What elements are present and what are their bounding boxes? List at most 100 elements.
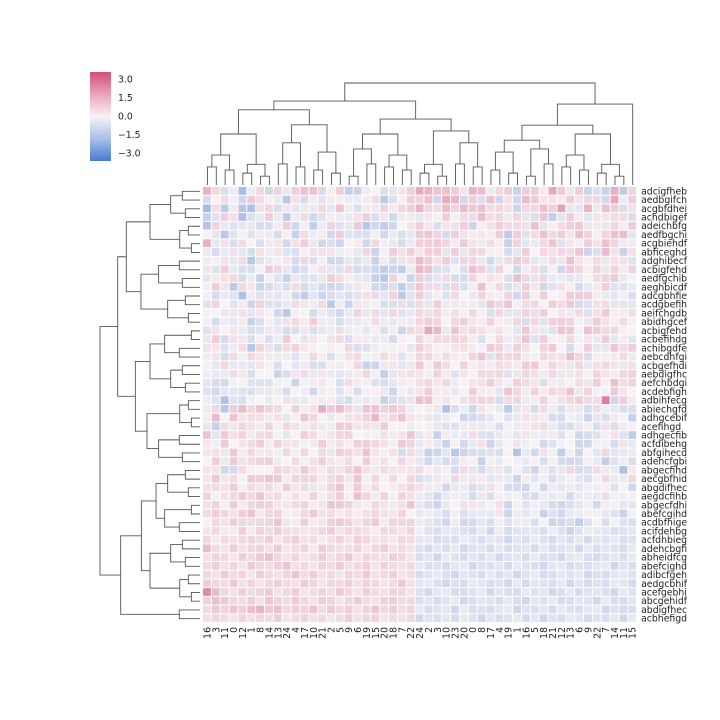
heatmap-cell — [335, 588, 344, 596]
heatmap-cell — [583, 343, 592, 352]
heatmap-cell — [397, 579, 406, 588]
heatmap-cell — [486, 326, 495, 335]
heatmap-cell — [486, 309, 495, 317]
heatmap-cell — [229, 213, 238, 221]
heatmap-cell — [291, 405, 300, 413]
heatmap-cell — [335, 326, 344, 335]
heatmap-cell — [238, 221, 247, 230]
heatmap-cell — [521, 248, 530, 256]
heatmap-cell — [459, 352, 468, 361]
heatmap-cell — [486, 509, 495, 518]
heatmap-cell — [513, 221, 521, 230]
heatmap-cell — [273, 544, 282, 553]
heatmap-cell — [318, 195, 327, 204]
heatmap-cell — [521, 605, 530, 614]
heatmap-cell — [468, 291, 477, 300]
heatmap-cell — [265, 544, 273, 553]
heatmap-cell — [335, 309, 344, 317]
column-dendrogram-link — [530, 148, 549, 177]
heatmap-cell — [203, 614, 211, 622]
heatmap-cell — [353, 300, 362, 309]
heatmap-cell — [504, 265, 513, 274]
heatmap-cell — [353, 309, 362, 317]
heatmap-cell — [451, 457, 459, 466]
heatmap-cell — [459, 396, 468, 404]
heatmap-cell — [477, 596, 486, 605]
heatmap-cell — [477, 605, 486, 614]
heatmap-cell — [265, 413, 273, 422]
heatmap-cell — [327, 326, 335, 335]
row-dendrogram-link — [187, 574, 200, 585]
heatmap-cell — [566, 361, 575, 370]
heatmap-cell — [451, 405, 459, 413]
heatmap-cell — [610, 291, 619, 300]
heatmap-cell — [327, 335, 335, 343]
heatmap-cell — [371, 483, 380, 492]
heatmap-cell — [415, 326, 424, 335]
heatmap-cell — [220, 213, 229, 221]
heatmap-cell — [256, 405, 265, 413]
heatmap-cell — [247, 370, 256, 378]
heatmap-cell — [344, 378, 353, 387]
heatmap-cell — [539, 439, 548, 448]
heatmap-cell — [415, 588, 424, 596]
heatmap-cell — [371, 579, 380, 588]
heatmap-cell — [566, 396, 575, 404]
heatmap-cell — [300, 387, 309, 396]
heatmap-cell — [477, 256, 486, 265]
heatmap-cell — [273, 265, 282, 274]
heatmap-cell — [592, 204, 601, 213]
heatmap-cell — [380, 265, 389, 274]
heatmap-cell — [203, 187, 211, 195]
heatmap-cell — [397, 343, 406, 352]
heatmap-cell — [282, 492, 291, 500]
heatmap-cell — [335, 405, 344, 413]
heatmap-cell — [628, 343, 637, 352]
heatmap-cell — [318, 579, 327, 588]
heatmap-cell — [238, 448, 247, 457]
heatmap-cell — [504, 596, 513, 605]
heatmap-cell — [530, 413, 539, 422]
heatmap-cell — [327, 274, 335, 282]
heatmap-cell — [247, 309, 256, 317]
heatmap-cell — [362, 457, 371, 466]
heatmap-cell — [220, 570, 229, 579]
heatmap-cell — [557, 457, 566, 466]
heatmap-cell — [459, 387, 468, 396]
heatmap-cell — [442, 291, 451, 300]
heatmap-cell — [477, 474, 486, 483]
heatmap-cell — [495, 309, 504, 317]
heatmap-cell — [539, 535, 548, 544]
heatmap-cell — [273, 361, 282, 370]
heatmap-cell — [495, 466, 504, 474]
heatmap-cell — [566, 544, 575, 553]
heatmap-cell — [318, 282, 327, 291]
heatmap-cell — [592, 588, 601, 596]
heatmap-cell — [628, 518, 637, 527]
heatmap-cell — [406, 317, 415, 326]
heatmap-cell — [273, 439, 282, 448]
heatmap-cell — [380, 579, 389, 588]
heatmap-cell — [424, 317, 433, 326]
column-tick-label: 15 — [371, 627, 382, 639]
heatmap-cell — [335, 518, 344, 527]
heatmap-cell — [566, 370, 575, 378]
heatmap-cell — [389, 343, 397, 352]
heatmap-cell — [442, 274, 451, 282]
heatmap-cell — [380, 466, 389, 474]
heatmap-cell — [273, 535, 282, 544]
heatmap-cell — [291, 544, 300, 553]
heatmap-cell — [353, 352, 362, 361]
heatmap-cell — [477, 570, 486, 579]
heatmap-cell — [238, 335, 247, 343]
heatmap-cell — [592, 387, 601, 396]
heatmap-cell — [220, 483, 229, 492]
heatmap-cell — [344, 570, 353, 579]
heatmap-cell — [256, 361, 265, 370]
heatmap-cell — [486, 561, 495, 570]
heatmap-cell — [477, 535, 486, 544]
heatmap-cell — [495, 596, 504, 605]
heatmap-cell — [371, 370, 380, 378]
heatmap-cell — [344, 195, 353, 204]
heatmap-cell — [265, 422, 273, 431]
